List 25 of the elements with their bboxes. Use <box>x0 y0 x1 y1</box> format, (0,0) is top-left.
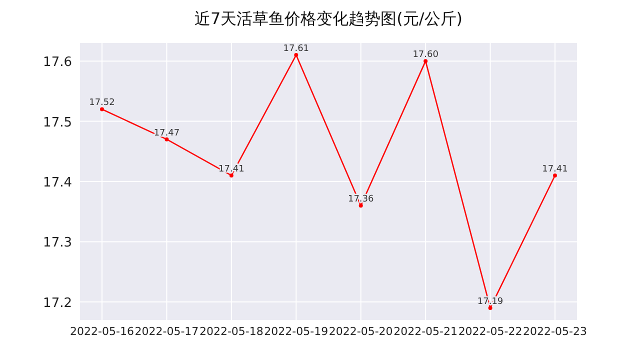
point <box>424 59 428 64</box>
data-label: 17.61 <box>283 44 310 54</box>
x-tick-label: 2022-05-21 <box>394 325 458 338</box>
x-tick-label: 2022-05-20 <box>328 325 393 338</box>
y-tick-label: 17.3 <box>43 236 72 251</box>
chart-title: 近7天活草鱼价格变化趋势图(元/公斤) <box>194 9 463 28</box>
data-label: 17.52 <box>89 98 115 108</box>
point <box>552 173 557 178</box>
y-tick-label: 17.2 <box>43 296 72 311</box>
data-label: 17.60 <box>412 50 439 60</box>
x-tick-label: 2022-05-22 <box>458 325 522 338</box>
x-tick-label: 2022-05-16 <box>70 325 134 338</box>
point <box>100 107 104 112</box>
x-tick-label: 2022-05-23 <box>523 325 587 338</box>
y-tick-label: 17.4 <box>43 176 72 190</box>
x-tick-label: 2022-05-19 <box>264 325 328 338</box>
data-label: 17.47 <box>154 128 180 138</box>
y-tick-label: 17.6 <box>43 55 72 70</box>
point <box>164 137 169 142</box>
data-label: 17.41 <box>542 164 568 174</box>
point <box>294 53 298 58</box>
x-tick-label: 2022-05-17 <box>134 325 199 338</box>
point <box>358 204 363 208</box>
y-tick-label: 17.5 <box>43 115 72 130</box>
x-tick-label: 2022-05-18 <box>199 325 264 338</box>
